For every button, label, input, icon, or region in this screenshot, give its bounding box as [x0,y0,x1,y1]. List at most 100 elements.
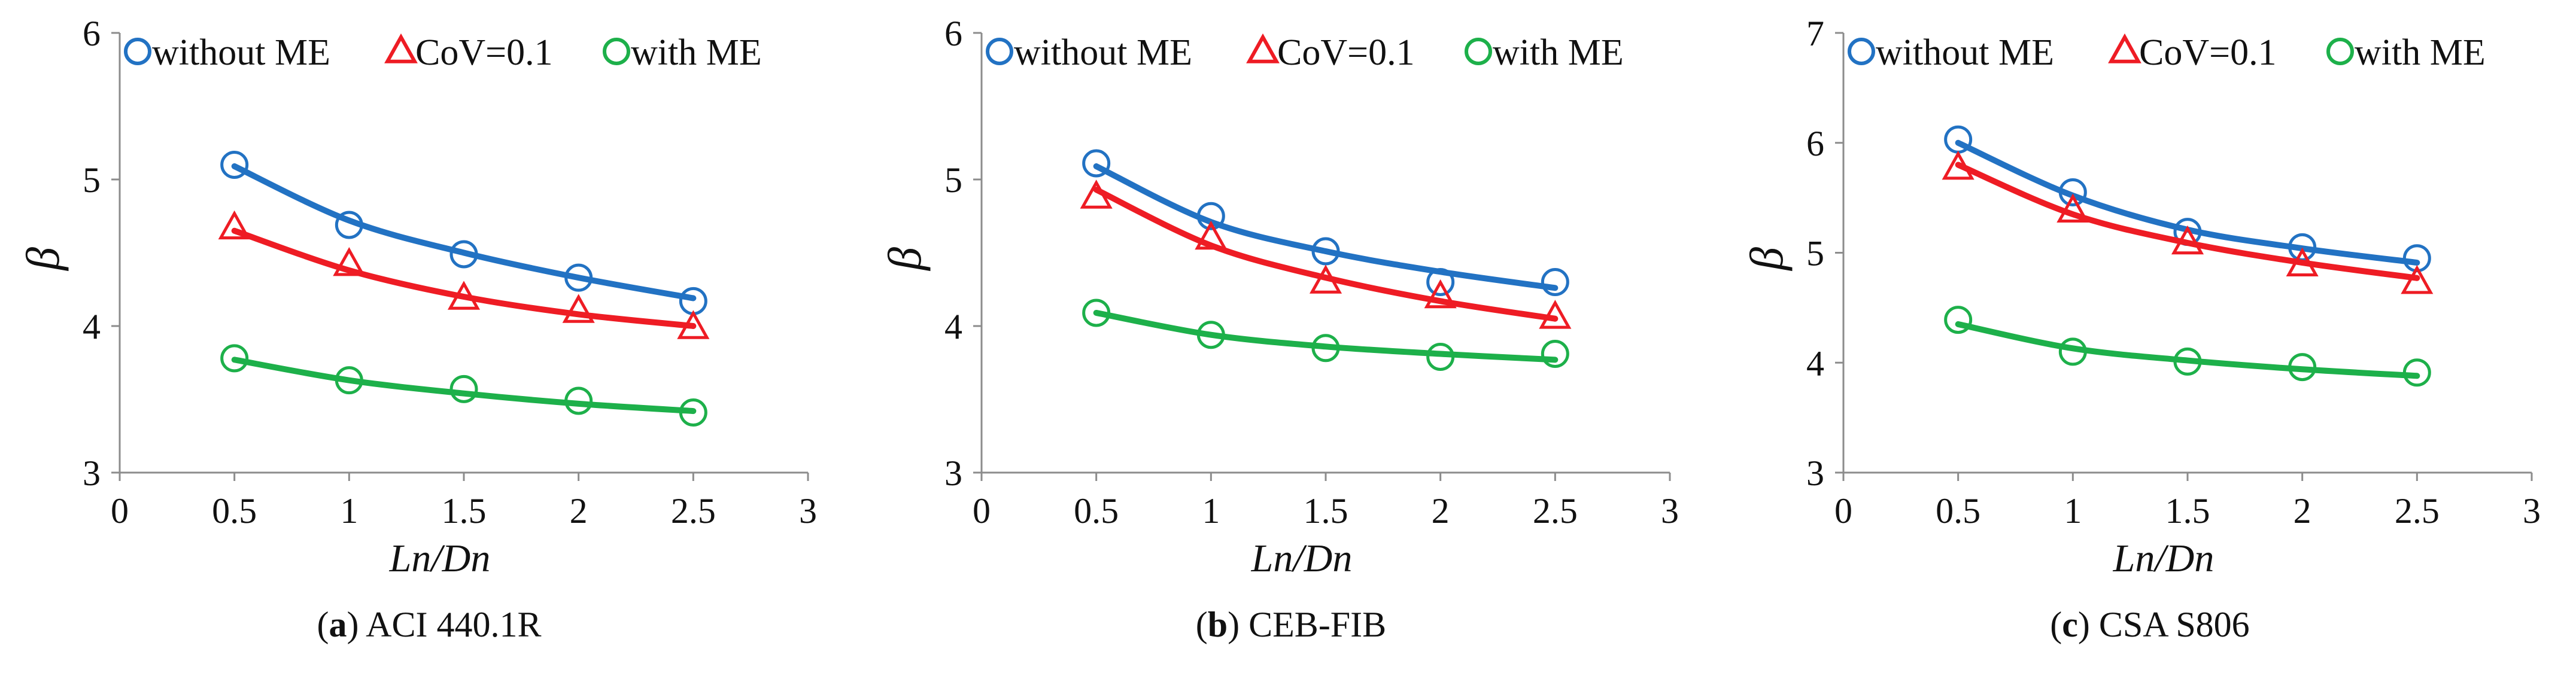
chart-b-y-axis-title: β [879,247,931,272]
chart-c-cov-point [1942,150,1974,180]
chart-a-x-tick-label: 3 [799,491,817,531]
caption-c-letter: c [2062,605,2078,644]
chart-b-with_me-point [1196,321,1225,349]
chart-c-y-axis-title: β [1740,247,1793,272]
chart-b-y-tick-label: 3 [944,453,962,493]
chart-c-y-tick-label: 4 [1806,343,1824,383]
chart-c-cov-point [2171,225,2204,255]
chart-c-without_me-point [1944,125,1973,154]
chart-c-x-tick-label: 2 [2294,491,2311,531]
chart-a-cov-point [677,310,710,339]
chart-c-y-tick-label: 6 [1806,124,1824,163]
chart-a-without_me-point [220,151,249,179]
chart-c-cov-fit-line [1955,162,2420,281]
chart-a-cov-point [333,246,366,276]
chart-b-cov-point [1080,179,1113,209]
chart-b-without_me-point [1541,268,1569,296]
chart-b-with_me-point [1426,342,1455,371]
chart-c-with_me-fit-line [1955,321,2420,379]
chart-c-without_me-point [2058,178,2087,206]
chart-a-cov-fit-line [231,227,697,329]
chart-a-legend-with_me-marker [603,38,630,65]
chart-panel-a: 3 4 5 6 0 0.5 1 1.5 2 2.5 3 Ln/Dn β without ME CoV=0.1… [0,0,858,676]
chart-a-x-axis-title: Ln/Dn [389,537,491,580]
chart-a-legend-without_me-marker [124,38,151,65]
chart-b-legend-without_me-marker [986,38,1013,65]
caption-b-letter: b [1207,605,1228,644]
chart-c-y-tick-label: 3 [1806,453,1824,493]
chart-c-legend-cov-label: CoV=0.1 [2139,32,2277,73]
chart-c-x-tick-label: 2.5 [2395,491,2440,531]
chart-c-legend-without_me-label: without ME [1876,32,2054,73]
chart-a-legend-cov-label: CoV=0.1 [415,32,553,73]
chart-c-with_me-point [2288,353,2317,382]
chart-c-x-axis-title: Ln/Dn [2113,537,2214,580]
chart-b-y-tick-label: 5 [944,160,962,200]
chart-c-svg: 3 4 5 6 7 0 0.5 1 1.5 2 2.5 3 Ln/Dn β without ME CoV=0.… [1740,14,2541,580]
chart-a-without_me-fit-line [231,163,697,302]
caption-b-text: CEB-FIB [1248,605,1387,644]
chart-b-without_me-point [1426,268,1455,296]
chart-b-legend-without_me-label: without ME [1014,32,1192,73]
chart-b-with_me-point [1082,299,1111,327]
chart-b-x-axis-title: Ln/Dn [1251,537,1353,580]
chart-c-cov-point [2056,193,2089,223]
chart-a-y-axis-title: β [17,247,69,272]
chart-b-cov-point [1539,300,1572,329]
chart-a-x-tick-label: 2 [570,491,588,531]
chart-b-x-tick-label: 1 [1202,491,1220,531]
chart-c-legend-cov-marker [2108,33,2141,63]
caption-c-text: CSA S806 [2098,605,2250,644]
chart-panel-b: 3 4 5 6 0 0.5 1 1.5 2 2.5 3 Ln/Dn β without ME CoV=0.1… [862,0,1720,676]
chart-c-legend-with_me-marker [2326,38,2354,65]
chart-a-legend-with_me-label: with ME [631,32,762,73]
chart-b-without_me-point [1311,237,1340,266]
chart-c-x-tick-label: 0 [1834,491,1852,531]
chart-c-x-tick-label: 1 [2064,491,2082,531]
chart-c-with_me-point [2058,337,2087,366]
chart-c-with_me-point [1944,306,1973,334]
chart-a-with_me-point [449,374,478,403]
chart-a-y-tick-label: 5 [83,160,101,200]
chart-b-y-tick-label: 4 [944,307,962,346]
chart-c-with_me-point [2173,347,2202,376]
caption-a-text: ACI 440.1R [366,605,542,644]
chart-b-svg: 3 4 5 6 0 0.5 1 1.5 2 2.5 3 Ln/Dn β without ME CoV=0.1… [879,14,1679,580]
chart-b-without_me-point [1082,149,1111,178]
chart-b-without_me-point [1196,202,1225,230]
chart-a-without_me-point [335,211,363,239]
chart-b-cov-point [1309,264,1342,294]
chart-a-without_me-point [564,263,593,292]
chart-b-cov-point [1424,279,1457,309]
caption-c: (c) CSA S806 [2050,605,2250,644]
caption-a: (a) ACI 440.1R [317,605,542,644]
chart-b-x-tick-label: 3 [1661,491,1679,531]
chart-a-svg: 3 4 5 6 0 0.5 1 1.5 2 2.5 3 Ln/Dn β without ME CoV=0.1… [17,14,817,580]
chart-a-y-tick-label: 4 [83,307,101,346]
chart-b-with_me-fit-line [1093,309,1559,363]
chart-b-x-tick-label: 1.5 [1304,491,1348,531]
chart-a-with_me-fit-line [231,357,697,415]
chart-c-y-tick-label: 7 [1806,14,1824,53]
chart-a-cov-point [447,281,481,310]
chart-c-x-tick-label: 3 [2523,491,2541,531]
chart-c-cov-point [2401,264,2434,294]
chart-a-x-tick-label: 1 [340,491,358,531]
chart-b-with_me-point [1541,340,1569,369]
chart-panel-c: 3 4 5 6 7 0 0.5 1 1.5 2 2.5 3 Ln/Dn β without ME CoV=0.… [1724,0,2576,676]
chart-a-without_me-point [449,240,478,269]
chart-c-legend-with_me-label: with ME [2355,32,2486,73]
chart-b-without_me-fit-line [1093,163,1559,291]
chart-c-x-tick-label: 1.5 [2165,491,2210,531]
chart-a-with_me-point [679,398,707,427]
chart-b-cov-fit-line [1093,187,1559,322]
chart-c-x-tick-label: 0.5 [1936,491,1980,531]
chart-b-x-tick-label: 0 [973,491,991,531]
chart-a-y-tick-label: 3 [83,453,101,493]
chart-a-y-tick-label: 6 [83,14,101,53]
chart-a-x-tick-label: 0 [111,491,129,531]
chart-a-legend-cov-marker [384,33,418,63]
chart-a-x-tick-label: 2.5 [671,491,716,531]
chart-a-cov-point [562,294,595,323]
